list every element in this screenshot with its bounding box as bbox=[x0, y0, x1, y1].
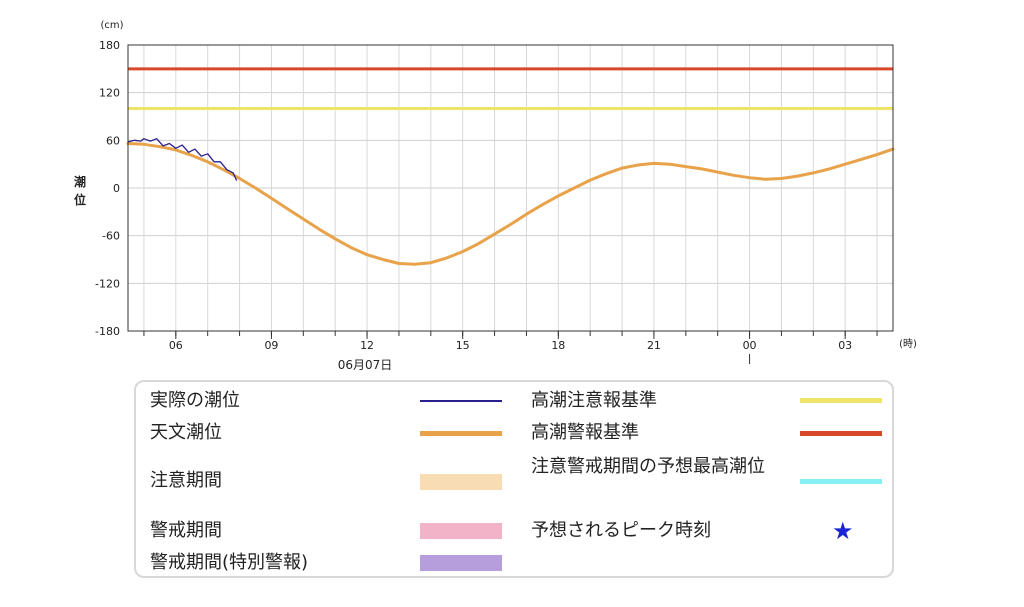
legend-label-predicted-peak-level: 注意警戒期間の予想最高潮位 bbox=[531, 456, 765, 477]
y-tick-label: 180 bbox=[99, 39, 120, 52]
legend-label-astronomical: 天文潮位 bbox=[150, 422, 222, 443]
axes: 180 120 60 0 -60 -120 -180 06 09 12 15 18 21 00 03 bbox=[95, 39, 878, 364]
y-tick-label: 60 bbox=[106, 134, 120, 147]
x-tick-label: 06 bbox=[169, 339, 183, 352]
legend-swatch-special-warning-period bbox=[420, 555, 502, 571]
y-axis-label-2: 位 bbox=[74, 192, 86, 207]
x-tick-label: 18 bbox=[551, 339, 565, 352]
x-tick-label: 09 bbox=[264, 339, 278, 352]
date-label: 06月07日 bbox=[338, 358, 393, 372]
grid bbox=[128, 45, 893, 331]
y-tick-label: -180 bbox=[95, 325, 120, 338]
legend-label-caution-period: 注意期間 bbox=[150, 470, 222, 491]
legend-swatch-warning-period bbox=[420, 523, 502, 539]
x-tick-label: 21 bbox=[647, 339, 661, 352]
plot-frame bbox=[127, 44, 894, 332]
legend-box: 実際の潮位 天文潮位 注意期間 警戒期間 警戒期間(特別警報) 高潮注意報基準 … bbox=[134, 380, 894, 578]
series-line-actual bbox=[127, 138, 238, 181]
legend-label-predicted-peak-time: 予想されるピーク時刻 bbox=[531, 520, 711, 541]
legend-label-warning-period: 警戒期間 bbox=[150, 520, 222, 541]
x-unit-label: (時) bbox=[899, 338, 917, 350]
x-tick-label: 00 bbox=[743, 339, 757, 352]
series-lines bbox=[126, 138, 895, 266]
tide-chart: 180 120 60 0 -60 -120 -180 06 09 12 15 18 21 00 03 (cm… bbox=[74, 20, 917, 372]
y-unit-label: (cm) bbox=[100, 20, 123, 31]
star-icon: ★ bbox=[832, 517, 854, 545]
x-tick-label: 12 bbox=[360, 339, 374, 352]
legend-swatch-astronomical bbox=[420, 431, 502, 436]
legend-swatch-advisory-threshold bbox=[800, 398, 882, 403]
legend-label-actual: 実際の潮位 bbox=[150, 390, 240, 411]
legend-label-warning-threshold: 高潮警報基準 bbox=[531, 422, 639, 443]
y-tick-label: 0 bbox=[113, 182, 120, 195]
legend-swatch-actual bbox=[420, 400, 502, 402]
legend-label-advisory-threshold: 高潮注意報基準 bbox=[531, 390, 657, 411]
threshold-lines bbox=[128, 67, 893, 111]
legend-swatch-predicted-peak-level bbox=[800, 479, 882, 484]
y-tick-label: -60 bbox=[102, 230, 120, 243]
legend-swatch-caution-period bbox=[420, 474, 502, 490]
legend-label-special-warning-period: 警戒期間(特別警報) bbox=[150, 552, 309, 573]
y-tick-label: -120 bbox=[95, 277, 120, 290]
x-tick-label: 15 bbox=[456, 339, 470, 352]
y-axis-label-1: 潮 bbox=[74, 174, 86, 189]
y-tick-label: 120 bbox=[99, 87, 120, 100]
legend-swatch-warning-threshold bbox=[800, 431, 882, 436]
series-line-astronomical bbox=[126, 142, 895, 266]
x-tick-label: 03 bbox=[838, 339, 852, 352]
